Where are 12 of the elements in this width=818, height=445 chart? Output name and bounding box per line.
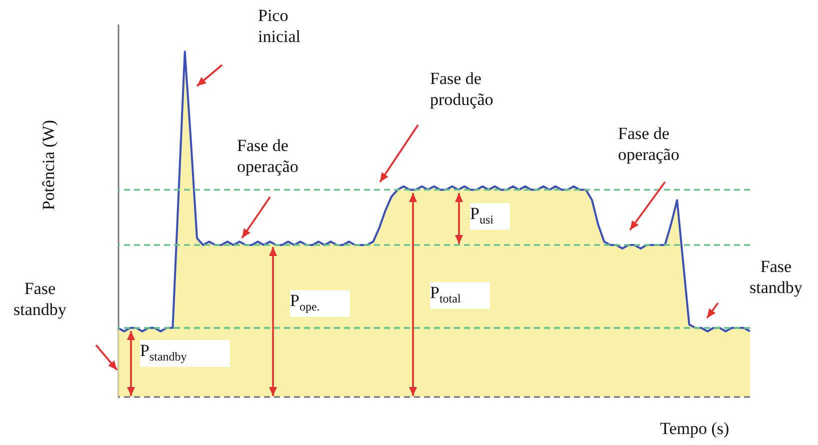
x-axis-title: Tempo (s) [660,418,730,439]
text: Fase standby [2,278,78,320]
annotation: P$_{total}$ [430,282,490,310]
y-axis-title: Potência (W) [38,120,59,210]
annotation: P$_{ope.}$ [290,290,350,318]
annotation: Fase de operação [618,123,698,165]
annotation: Fase de produção [430,68,530,110]
annotation: Fase standby [738,256,814,298]
annotation: P$_{usi}$ [470,203,510,230]
annotation: P$_{standby}$ [140,340,230,368]
annotation: Fase de operação [237,135,317,177]
text: Pico inicial [258,5,318,47]
